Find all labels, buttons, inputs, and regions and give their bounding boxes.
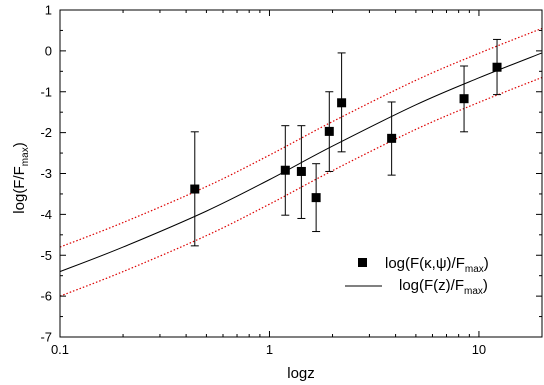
point-marker bbox=[459, 94, 469, 104]
data-point bbox=[459, 65, 469, 133]
legend-label-points-subscript: max bbox=[465, 264, 484, 275]
x-axis-title: logz bbox=[287, 365, 315, 382]
x-axis: 0.1 1 10 bbox=[51, 10, 543, 357]
point-marker bbox=[190, 184, 200, 194]
y-axis-title-main: log(F/F bbox=[11, 166, 28, 214]
legend-label-points-main: log(F(κ,ψ)/F bbox=[385, 255, 465, 272]
data-point bbox=[190, 131, 200, 247]
legend-label-curve-close: ) bbox=[483, 277, 488, 294]
x-tick-label: 1 bbox=[266, 342, 273, 357]
y-axis-title: log(F/Fmax) bbox=[11, 142, 31, 213]
point-marker bbox=[492, 62, 502, 72]
series-curve-2 bbox=[59, 27, 543, 248]
y-tick-label: -3 bbox=[40, 166, 52, 181]
point-marker bbox=[296, 166, 306, 176]
y-tick-label: 0 bbox=[45, 43, 52, 58]
data-point bbox=[296, 125, 306, 219]
x-tick-label: 10 bbox=[472, 342, 486, 357]
point-marker bbox=[337, 98, 347, 108]
y-tick-label: 1 bbox=[45, 3, 52, 18]
data-point bbox=[280, 125, 290, 216]
data-point bbox=[324, 91, 334, 172]
y-tick-label: -6 bbox=[40, 289, 52, 304]
point-marker bbox=[280, 165, 290, 175]
point-marker bbox=[311, 193, 321, 203]
data-point bbox=[337, 52, 347, 153]
legend-label-curve-subscript: max bbox=[464, 286, 483, 297]
legend-label-curve: log(F(z)/Fmax) bbox=[399, 277, 488, 297]
legend-marker-square bbox=[358, 258, 367, 267]
y-tick-label: -2 bbox=[40, 125, 52, 140]
curves-layer bbox=[59, 27, 543, 297]
y-tick-label: -7 bbox=[40, 330, 52, 345]
legend-label-points-close: ) bbox=[484, 255, 489, 272]
point-marker bbox=[324, 126, 334, 136]
series-curve-1 bbox=[59, 52, 543, 273]
data-points-layer bbox=[190, 38, 502, 247]
y-tick-label: -5 bbox=[40, 248, 52, 263]
y-axis-title-close: ) bbox=[11, 142, 28, 147]
data-point bbox=[492, 38, 502, 96]
legend-label-points: log(F(κ,ψ)/Fmax) bbox=[385, 255, 489, 275]
y-tick-label: -4 bbox=[40, 207, 52, 222]
point-marker bbox=[387, 133, 397, 143]
y-axis: 1 0 -1 -2 -3 -4 -5 -6 -7 bbox=[40, 3, 542, 345]
x-tick-label: 0.1 bbox=[51, 342, 69, 357]
y-axis-title-subscript: max bbox=[20, 147, 31, 166]
series-curve-3 bbox=[59, 76, 543, 297]
data-point bbox=[311, 163, 321, 233]
data-point bbox=[387, 101, 397, 176]
legend-label-curve-main: log(F(z)/F bbox=[399, 277, 464, 294]
y-tick-label: -1 bbox=[40, 84, 52, 99]
legend: log(F(κ,ψ)/Fmax) log(F(z)/Fmax) bbox=[345, 255, 489, 297]
